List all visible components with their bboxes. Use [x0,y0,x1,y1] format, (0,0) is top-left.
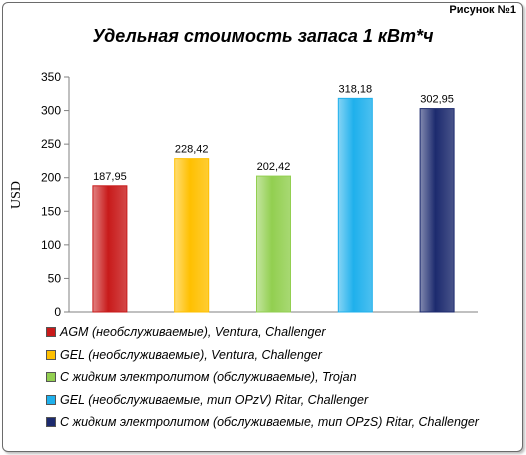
bar [92,185,128,313]
legend-swatch [46,349,56,360]
legend-swatch [46,372,56,383]
y-tick-label: 50 [48,271,62,285]
data-label: 228,42 [175,144,209,156]
bar [174,158,210,313]
y-tick-label: 150 [41,204,61,218]
legend: AGM (необслуживаемые), Ventura, Challeng… [46,321,521,434]
legend-item: GEL (необслуживаемые, тип OPzV) Ritar, C… [46,389,521,412]
y-tick-label: 350 [41,70,61,84]
legend-label: С жидким электролитом (обслуживаемые, ти… [60,415,479,430]
legend-item: GEL (необслуживаемые), Ventura, Challeng… [46,344,521,367]
bar [337,97,373,313]
data-label: 302,95 [420,94,454,106]
data-label: 318,18 [338,83,372,95]
y-tick-label: 100 [41,238,61,252]
y-tick-label: 200 [41,171,61,185]
bar [256,175,291,313]
chart-title: Удельная стоимость запаса 1 кВт*ч [92,26,434,46]
legend-label: AGM (необслуживаемые), Ventura, Challeng… [60,325,326,340]
legend-label: GEL (необслуживаемые, тип OPzV) Ritar, C… [60,392,369,407]
y-axis-label: USD [9,181,24,209]
y-tick-label: 300 [41,104,61,118]
data-label: 202,42 [257,161,291,173]
legend-swatch [46,417,56,428]
legend-item: С жидким электролитом (обслуживаемые, ти… [46,411,521,434]
legend-swatch [46,327,56,338]
y-tick-label: 250 [41,137,61,151]
legend-item: AGM (необслуживаемые), Ventura, Challeng… [46,321,521,344]
data-label: 187,95 [93,171,127,183]
legend-label: С жидким электролитом (обслуживаемые), T… [60,370,357,385]
legend-item: С жидким электролитом (обслуживаемые), T… [46,366,521,389]
y-tick-label: 0 [54,305,61,319]
legend-swatch [46,394,56,405]
figure-label: Рисунок №1 [449,4,516,16]
legend-label: GEL (необслуживаемые), Ventura, Challeng… [60,347,322,362]
bar [419,108,455,313]
